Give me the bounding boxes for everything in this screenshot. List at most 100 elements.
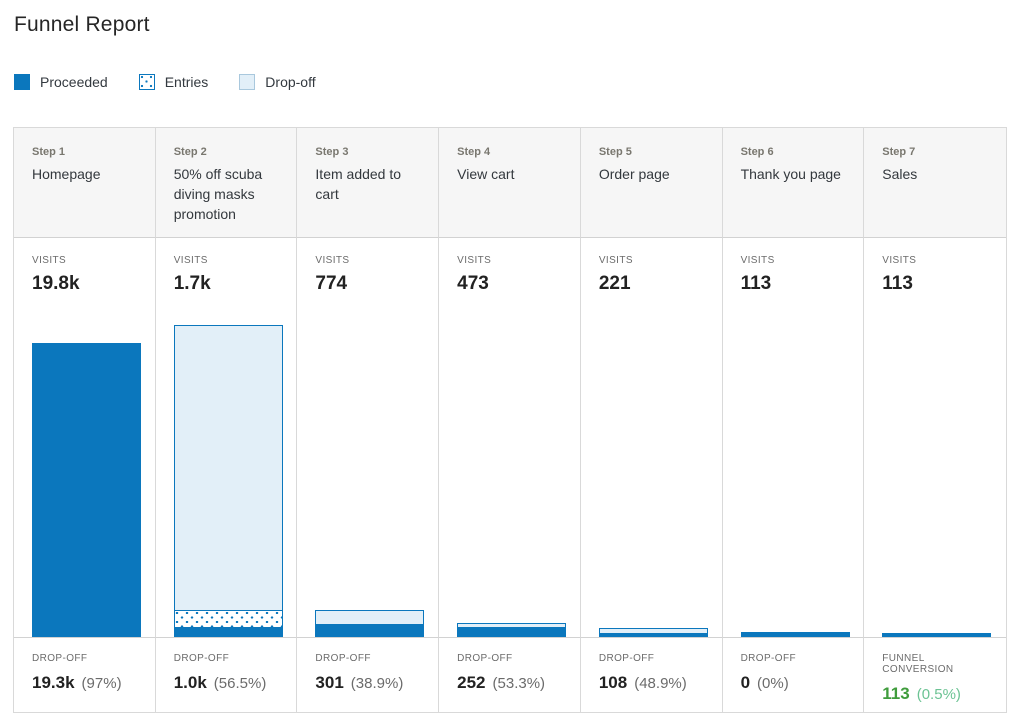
funnel-bar-2[interactable] (173, 325, 283, 637)
legend-item-dropoff[interactable]: Drop-off (239, 74, 316, 90)
funnel-conversion-pct: (0.5%) (916, 686, 961, 703)
dropoff-value: 0 (740, 673, 751, 692)
dropoff-value: 301 (315, 673, 344, 692)
visits-label: VISITS (173, 255, 208, 266)
step-name: Homepage (32, 166, 101, 182)
step-name: Item added to cart (315, 166, 402, 202)
step-name: Thank you page (740, 166, 841, 182)
funnel-bar-4[interactable] (457, 623, 567, 637)
step-header-5: Step 5 Order page (580, 128, 723, 238)
dropoff-label: DROP-OFF (173, 653, 230, 664)
visits-value: 113 (740, 273, 772, 294)
funnel-bar-5[interactable] (598, 628, 708, 637)
visits-value: 113 (882, 273, 913, 294)
visits-label: VISITS (740, 255, 775, 266)
step-header-7: Step 7 Sales (864, 128, 1006, 238)
dropoff-pct: (38.9%) (350, 675, 404, 692)
funnel-conversion-label: FUNNEL CONVERSION (882, 653, 954, 675)
dropoff-segment (598, 628, 708, 634)
dropoff-label: DROP-OFF (740, 653, 796, 664)
visits-value: 19.8k (32, 273, 80, 294)
visits-value: 221 (598, 273, 631, 294)
dropoff-cell-6: DROP-OFF 0 (0%) (723, 638, 865, 712)
dropoff-label: DROP-OFF (457, 653, 513, 664)
funnel-bar-3[interactable] (315, 610, 425, 637)
dropoff-cell-5: DROP-OFF 108 (48.9%) (581, 638, 723, 712)
dropoff-pct: (56.5%) (213, 675, 267, 692)
proceeded-segment (598, 634, 708, 637)
funnel-conversion-value: 113 (882, 684, 910, 703)
proceeded-segment (882, 633, 992, 637)
chart-row: VISITS 19.8k VISITS 1.7k VISITS 774 VISI… (14, 238, 1006, 638)
chart-legend: Proceeded Entries Drop-off (14, 74, 1014, 90)
dropoff-cell-2: DROP-OFF 1.0k (56.5%) (156, 638, 298, 712)
funnel-table: Step 1 Homepage Step 2 50% off scuba div… (13, 127, 1007, 713)
chart-cell-1: VISITS 19.8k (14, 238, 156, 638)
step-header-1: Step 1 Homepage (14, 128, 156, 238)
step-number: Step 5 (598, 146, 632, 158)
legend-item-entries[interactable]: Entries (138, 74, 209, 90)
legend-item-proceeded[interactable]: Proceeded (14, 74, 108, 90)
funnel-bar-6[interactable] (740, 632, 850, 637)
proceeded-swatch-icon (14, 74, 30, 90)
step-number: Step 2 (173, 146, 207, 158)
step-header-3: Step 3 Item added to cart (297, 128, 440, 238)
dropoff-row: DROP-OFF 19.3k (97%) DROP-OFF 1.0k (56.5… (14, 638, 1006, 712)
dropoff-cell-3: DROP-OFF 301 (38.9%) (297, 638, 440, 712)
chart-cell-5: VISITS 221 (580, 238, 723, 638)
visits-label: VISITS (882, 255, 917, 266)
step-name: Sales (882, 166, 918, 182)
step-header-6: Step 6 Thank you page (722, 128, 865, 238)
visits-label: VISITS (315, 255, 350, 266)
step-header-4: Step 4 View cart (439, 128, 581, 238)
page-title: Funnel Report (14, 13, 150, 36)
funnel-conversion-cell: FUNNEL CONVERSION 113 (0.5%) (864, 638, 1006, 712)
dropoff-segment (315, 610, 425, 625)
dropoff-label: DROP-OFF (598, 653, 655, 664)
chart-cell-7: VISITS 113 (864, 238, 1006, 638)
dropoff-pct: (0%) (757, 675, 789, 692)
visits-value: 774 (315, 273, 348, 294)
visits-value: 1.7k (173, 273, 211, 294)
entries-segment (173, 611, 283, 627)
dropoff-value: 108 (598, 673, 628, 692)
funnel-bar-1[interactable] (32, 343, 141, 637)
dropoff-value: 19.3k (32, 673, 75, 692)
funnel-bar-7[interactable] (882, 633, 992, 637)
legend-label: Proceeded (40, 74, 108, 90)
step-number: Step 7 (882, 146, 916, 158)
dropoff-label: DROP-OFF (315, 653, 371, 664)
legend-label: Drop-off (265, 74, 316, 90)
step-number: Step 3 (315, 146, 349, 158)
chart-cell-3: VISITS 774 (297, 238, 440, 638)
visits-label: VISITS (598, 255, 633, 266)
proceeded-segment (32, 343, 141, 637)
step-name: 50% off scuba diving masks promotion (173, 166, 263, 222)
dropoff-segment (173, 325, 283, 611)
dropoff-pct: (97%) (81, 675, 122, 692)
dropoff-value: 1.0k (173, 673, 207, 692)
proceeded-segment (740, 632, 850, 637)
step-header-row: Step 1 Homepage Step 2 50% off scuba div… (14, 128, 1006, 238)
step-header-2: Step 2 50% off scuba diving masks promot… (155, 128, 298, 238)
step-number: Step 4 (457, 146, 491, 158)
visits-value: 473 (457, 273, 489, 294)
step-name: Order page (598, 166, 670, 182)
chart-cell-6: VISITS 113 (722, 238, 865, 638)
dropoff-swatch-icon (239, 74, 256, 90)
dropoff-cell-1: DROP-OFF 19.3k (97%) (14, 638, 156, 712)
legend-label: Entries (164, 74, 209, 90)
dropoff-cell-4: DROP-OFF 252 (53.3%) (439, 638, 581, 712)
chart-cell-4: VISITS 473 (439, 238, 581, 638)
step-number: Step 6 (740, 146, 774, 158)
visits-label: VISITS (32, 255, 67, 266)
entries-swatch-icon (138, 74, 155, 90)
proceeded-segment (315, 625, 425, 637)
step-name: View cart (457, 166, 515, 182)
dropoff-label: DROP-OFF (32, 653, 88, 664)
dropoff-segment (457, 623, 567, 628)
proceeded-segment (457, 628, 567, 637)
dropoff-value: 252 (457, 673, 486, 692)
step-number: Step 1 (32, 146, 66, 158)
